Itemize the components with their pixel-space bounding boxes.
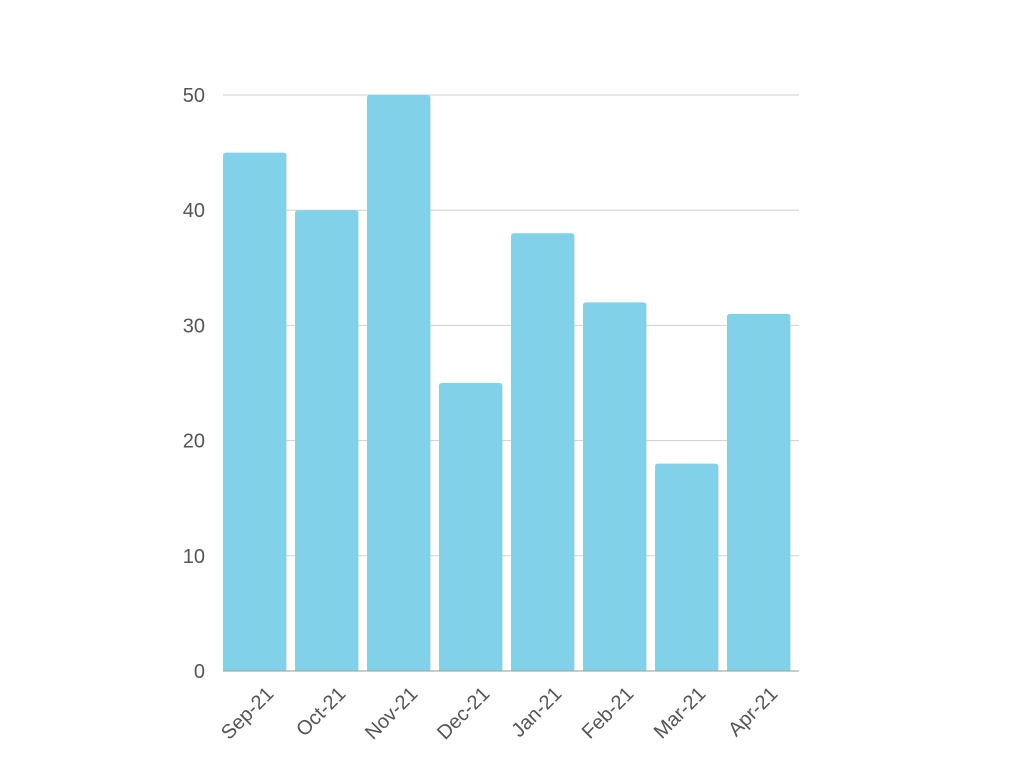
x-axis-tick-labels: Sep-21 Oct-21 Nov-21 Dec-21 Jan-21 Feb-21 Mar-… — [217, 683, 782, 744]
bar-sep-21 — [223, 152, 287, 672]
x-tick-label: Sep-21 — [217, 683, 278, 744]
x-tick-label: Jan-21 — [507, 683, 566, 742]
bar-feb-21 — [583, 302, 647, 671]
y-tick-label: 30 — [183, 315, 205, 337]
y-tick-label: 40 — [183, 200, 205, 222]
bars — [223, 95, 791, 672]
x-tick-label: Feb-21 — [578, 683, 638, 743]
y-tick-label: 20 — [183, 431, 205, 453]
y-tick-label: 50 — [183, 85, 205, 107]
bar-mar-21 — [655, 463, 719, 671]
x-tick-label: Mar-21 — [650, 683, 710, 743]
x-tick-label: Nov-21 — [361, 683, 422, 744]
y-axis-tick-labels: 0 10 20 30 40 50 — [183, 85, 205, 683]
bar-apr-21 — [727, 313, 791, 671]
x-tick-label: Apr-21 — [724, 683, 782, 741]
y-tick-label: 0 — [194, 661, 205, 683]
bar-jan-21 — [511, 233, 575, 672]
y-tick-label: 10 — [183, 546, 205, 568]
x-tick-label: Oct-21 — [292, 683, 350, 741]
bar-dec-21 — [439, 383, 503, 671]
bar-oct-21 — [295, 210, 359, 671]
x-tick-label: Dec-21 — [433, 683, 494, 744]
bar-nov-21 — [367, 95, 431, 671]
